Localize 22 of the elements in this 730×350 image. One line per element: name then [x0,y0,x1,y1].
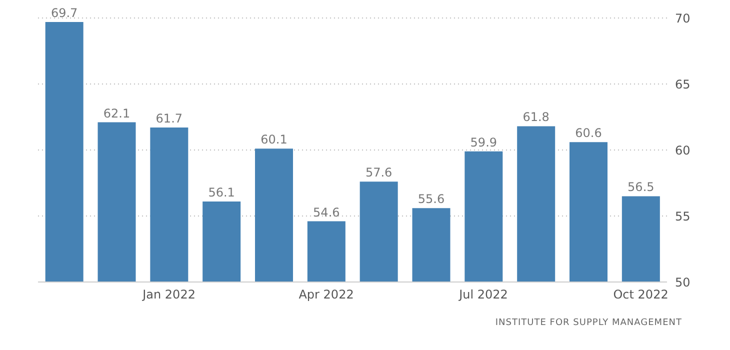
data-label: 57.6 [365,166,392,180]
x-tick-label: Jan 2022 [142,288,196,302]
data-label: 61.7 [156,112,183,126]
x-tick-label: Jul 2022 [458,288,508,302]
text: INSTITUTE FOR SUPPLY MANAGEMENT [495,318,682,328]
data-label: 62.1 [103,106,130,120]
data-label: 54.6 [313,205,340,220]
y-tick-label: 65 [675,77,690,92]
y-tick-label: 50 [675,275,690,290]
data-label: 55.6 [418,192,445,206]
data-label: 60.1 [260,132,288,147]
y-tick-label: 60 [675,143,690,158]
data-label: 60.6 [575,126,602,140]
data-label: 59.9 [470,135,498,150]
data-label: 69.7 [50,6,78,20]
y-tick-label: 55 [675,209,690,224]
y-tick-label: 70 [675,11,690,26]
data-label: 56.1 [208,185,235,200]
x-tick-label: Oct 2022 [613,288,668,302]
data-label: 56.5 [628,180,654,194]
data-label: 61.8 [522,110,550,124]
x-tick-label: Apr 2022 [298,288,354,302]
